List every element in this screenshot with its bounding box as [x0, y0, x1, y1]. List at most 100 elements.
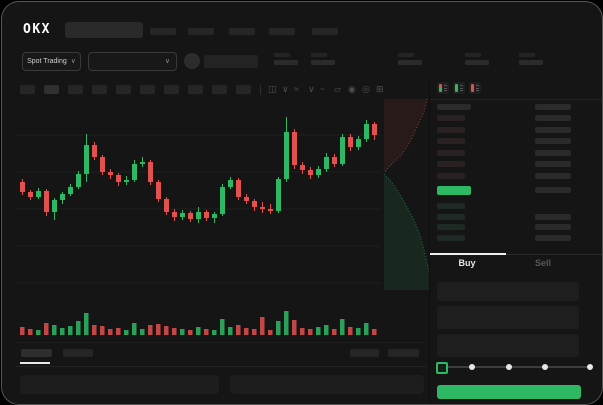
slider-stop-50[interactable] [506, 364, 512, 370]
tab-buy[interactable]: Buy [458, 258, 476, 268]
buy-tab-indicator [430, 253, 506, 255]
candle-body [324, 157, 329, 169]
timeframe-button[interactable] [236, 85, 251, 94]
total-input[interactable] [437, 334, 579, 357]
bid-price-placeholder[interactable] [437, 203, 465, 209]
bottom-tab[interactable] [63, 349, 93, 357]
nav-item-placeholder[interactable] [150, 28, 176, 35]
timeframe-button[interactable] [116, 85, 131, 94]
ask-amount-placeholder[interactable] [535, 138, 571, 145]
book-bids-icon[interactable] [453, 82, 465, 94]
buy-submit-button[interactable] [437, 385, 581, 399]
candle-body [100, 157, 105, 172]
bid-amount-placeholder[interactable] [535, 213, 571, 220]
candle-body [164, 199, 169, 212]
search-input[interactable] [65, 22, 143, 38]
trading-mode-selector[interactable]: Spot Trading ∨ [22, 52, 81, 71]
timeframe-button[interactable] [188, 85, 203, 94]
candle-body [268, 209, 273, 211]
chevron-down-icon: ∨ [70, 58, 76, 65]
chevron-down-icon: ∨ [308, 84, 315, 94]
chevron-down-icon: ∨ [282, 84, 289, 94]
depth-asks-area [384, 99, 427, 173]
timeframe-button[interactable] [68, 85, 83, 94]
candle-body [84, 145, 89, 174]
fullscreen-icon[interactable]: ⊞ [376, 84, 384, 94]
volume-bar [20, 327, 25, 335]
ask-amount-placeholder[interactable] [535, 161, 571, 168]
nav-item-placeholder[interactable] [312, 28, 338, 35]
ask-amount-placeholder[interactable] [535, 115, 571, 121]
stat-value-placeholder [465, 60, 489, 65]
candlestick-chart[interactable] [16, 98, 430, 342]
ask-amount-placeholder[interactable] [535, 126, 571, 133]
timeframe-button[interactable] [44, 85, 59, 94]
bid-price-placeholder[interactable] [437, 213, 465, 220]
volume-bar [92, 325, 97, 335]
ask-price-placeholder[interactable] [437, 138, 465, 145]
volume-bar [148, 325, 153, 335]
bid-amount-placeholder[interactable] [535, 224, 571, 231]
volume-bar [340, 319, 345, 335]
volume-bar [348, 327, 353, 335]
slider-track[interactable] [441, 366, 591, 368]
ask-price-placeholder[interactable] [437, 115, 465, 121]
settings-icon[interactable]: ◎ [362, 84, 370, 94]
bottom-action-button[interactable] [350, 349, 379, 357]
volume-bar [204, 329, 209, 335]
icon-part [443, 87, 447, 89]
book-col-header-price [437, 104, 471, 110]
volume-bar [108, 329, 113, 335]
ask-price-placeholder[interactable] [437, 173, 465, 179]
volume-bar [372, 329, 377, 335]
indicators-icon[interactable]: ≈ [294, 84, 299, 94]
volume-bar [276, 321, 281, 335]
ask-price-placeholder[interactable] [437, 161, 465, 168]
icon-part [459, 85, 463, 86]
tab-sell[interactable]: Sell [534, 258, 551, 268]
icon-part [443, 85, 447, 86]
price-input[interactable] [437, 282, 579, 301]
book-combined-icon[interactable] [437, 82, 449, 94]
ask-price-placeholder[interactable] [437, 126, 465, 133]
candle-body [124, 180, 129, 182]
slider-stop-25[interactable] [469, 364, 475, 370]
volume-bar [140, 329, 145, 335]
ask-amount-placeholder[interactable] [535, 173, 571, 179]
volume-bar [356, 328, 361, 335]
candle-body [284, 132, 289, 179]
bid-price-placeholder[interactable] [437, 224, 465, 231]
line-tool-icon[interactable]: ~ [320, 84, 326, 94]
book-asks-icon[interactable] [469, 82, 481, 94]
draw-tool-icon[interactable]: ▱ [334, 84, 341, 94]
slider-stop-75[interactable] [542, 364, 548, 370]
ask-amount-placeholder[interactable] [535, 149, 571, 156]
candle-body [116, 175, 121, 182]
bottom-tab-active[interactable] [21, 349, 52, 357]
bid-amount-placeholder[interactable] [535, 234, 571, 241]
icon-part [459, 90, 463, 91]
slider-handle[interactable] [436, 362, 448, 374]
nav-item-placeholder[interactable] [269, 28, 295, 35]
slider-stop-100[interactable] [587, 364, 593, 370]
nav-item-placeholder[interactable] [229, 28, 255, 35]
volume-bar [44, 323, 49, 335]
pair-selector[interactable]: ∨ [88, 52, 177, 71]
amount-input[interactable] [437, 306, 579, 329]
candle-body [212, 214, 217, 218]
timeframe-button[interactable] [140, 85, 155, 94]
timeframe-button[interactable] [92, 85, 107, 94]
candle-body [76, 174, 81, 187]
nav-item-placeholder[interactable] [188, 28, 214, 35]
timeframe-button[interactable] [164, 85, 179, 94]
order-book-panel: Buy Sell [429, 76, 602, 404]
bottom-action-button[interactable] [388, 349, 419, 357]
timeframe-button[interactable] [20, 85, 35, 94]
candle-type-icon[interactable]: ◫ [268, 84, 277, 94]
ask-price-placeholder[interactable] [437, 149, 465, 156]
bid-price-placeholder[interactable] [437, 234, 465, 241]
timeframe-button[interactable] [212, 85, 227, 94]
candle-body [228, 180, 233, 187]
camera-icon[interactable]: ◉ [348, 84, 356, 94]
candle-body [332, 157, 337, 164]
